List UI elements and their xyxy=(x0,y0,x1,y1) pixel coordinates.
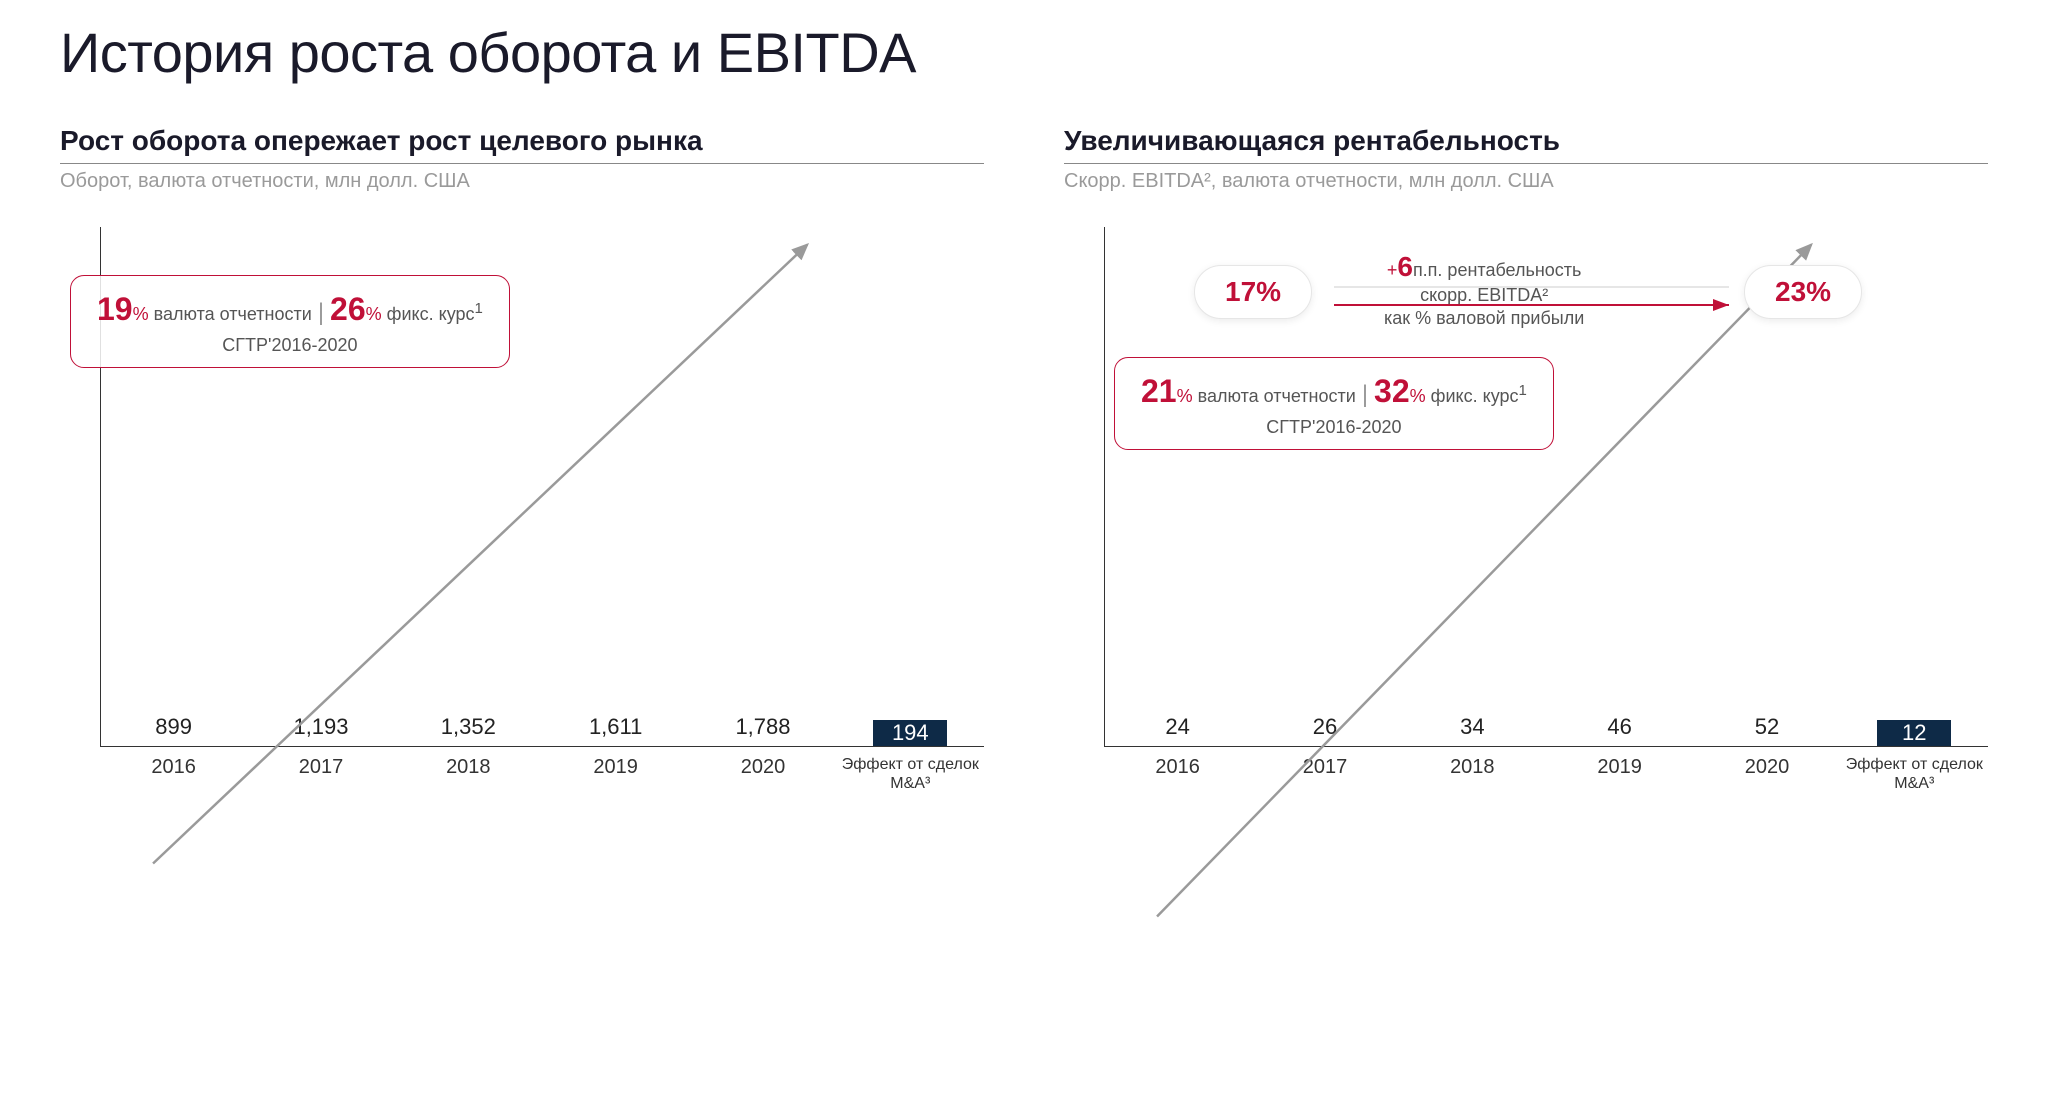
bar-value-label: 34 xyxy=(1460,714,1484,740)
x-labels-right: 20162017201820192020Эффект от сделокM&A³ xyxy=(1104,747,1988,807)
panel-left-subtitle: Оборот, валюта отчетности, млн долл. США xyxy=(60,170,984,193)
bar-slot: 1,352 xyxy=(395,714,542,746)
x-axis-label-ma: Эффект от сделокM&A³ xyxy=(1841,747,1988,807)
bar-slot: 52 xyxy=(1693,714,1840,746)
growth-pct2-unit: % xyxy=(366,304,382,324)
bar-value-label: 1,193 xyxy=(293,714,348,740)
x-axis-label-ma: Эффект от сделокM&A³ xyxy=(837,747,984,807)
x-axis-label: 2018 xyxy=(1399,747,1546,807)
x-axis-label: 2019 xyxy=(1546,747,1693,807)
panels: Рост оборота опережает рост целевого рын… xyxy=(60,125,1988,807)
bar-value-label: 52 xyxy=(1755,714,1779,740)
growth-pct1-label: валюта отчетности xyxy=(1198,386,1356,406)
bar-slot: 34 xyxy=(1399,714,1546,746)
x-axis-label: 2019 xyxy=(542,747,689,807)
bar-value-label: 1,611 xyxy=(589,714,642,740)
margin-annot-line1: +6п.п. рентабельность xyxy=(1384,249,1584,284)
growth-pct2-label: фикс. курс1 xyxy=(387,304,483,324)
bar-slot: 46 xyxy=(1546,714,1693,746)
bar-value-label: 1,352 xyxy=(441,714,496,740)
bar-value-label: 1,788 xyxy=(735,714,790,740)
bar-value-label: 899 xyxy=(155,714,192,740)
growth-sep: | xyxy=(1362,381,1368,408)
growth-pct1: 21 xyxy=(1141,373,1177,409)
bar-slot: 1,611 xyxy=(542,714,689,746)
x-axis-label: 2017 xyxy=(1251,747,1398,807)
bar-slot: 1,788 xyxy=(689,714,836,746)
growth-pct1: 19 xyxy=(97,291,133,327)
growth-pct2: 26 xyxy=(330,291,366,327)
bar-value-label: 24 xyxy=(1165,714,1189,740)
growth-period: СГТР'2016-2020 xyxy=(97,333,483,357)
margin-annot-line2: скорр. EBITDA² xyxy=(1384,284,1584,307)
chart-right-wrap: 17% 23% +6п.п. рентабельностьскорр. EBIT… xyxy=(1064,207,1988,807)
x-axis-label: 2017 xyxy=(247,747,394,807)
bar-value-label: 46 xyxy=(1607,714,1631,740)
growth-pct2-label: фикс. курс1 xyxy=(1431,386,1527,406)
bar-ma-value: 12 xyxy=(1902,720,1926,746)
growth-callout-right: 21% валюта отчетности |32% фикс. курс1 СГТ… xyxy=(1114,357,1554,450)
bar-ma: 12 xyxy=(1877,720,1951,746)
page-title: История роста оборота и EBITDA xyxy=(60,20,1988,85)
panel-right-subtitle: Скорр. EBITDA², валюта отчетности, млн д… xyxy=(1064,170,1988,193)
growth-pct2: 32 xyxy=(1374,373,1410,409)
growth-sep: | xyxy=(318,299,324,326)
x-axis-label: 2016 xyxy=(1104,747,1251,807)
growth-pct1-label: валюта отчетности xyxy=(154,304,312,324)
x-labels-left: 20162017201820192020Эффект от сделокM&A³ xyxy=(100,747,984,807)
x-axis-label: 2020 xyxy=(689,747,836,807)
bar-slot: 26 xyxy=(1251,714,1398,746)
x-axis-label: 2016 xyxy=(100,747,247,807)
margin-pill-start: 17% xyxy=(1194,265,1312,319)
x-axis-label: 2020 xyxy=(1693,747,1840,807)
bar-slot: 899 xyxy=(100,714,247,746)
bar-slot-ma: 12 xyxy=(1841,720,1988,746)
panel-ebitda: Увеличивающаяся рентабельность Скорр. EB… xyxy=(1064,125,1988,807)
growth-pct1-unit: % xyxy=(133,304,149,324)
chart-left-wrap: 19% валюта отчетности |26% фикс. курс1 СГТ… xyxy=(60,207,984,807)
bar-slot: 24 xyxy=(1104,714,1251,746)
margin-annotation: +6п.п. рентабельностьскорр. EBITDA²как %… xyxy=(1384,249,1584,329)
bar-ma: 194 xyxy=(873,720,947,746)
bar-slot-ma: 194 xyxy=(837,720,984,746)
panel-right-title: Увеличивающаяся рентабельность xyxy=(1064,125,1988,164)
bar-slot: 1,193 xyxy=(247,714,394,746)
x-axis-label: 2018 xyxy=(395,747,542,807)
margin-pill-end: 23% xyxy=(1744,265,1862,319)
growth-callout-left: 19% валюта отчетности |26% фикс. курс1 СГТ… xyxy=(70,275,510,368)
growth-pct1-unit: % xyxy=(1177,386,1193,406)
panel-turnover: Рост оборота опережает рост целевого рын… xyxy=(60,125,984,807)
panel-left-title: Рост оборота опережает рост целевого рын… xyxy=(60,125,984,164)
bar-value-label: 26 xyxy=(1313,714,1337,740)
growth-period: СГТР'2016-2020 xyxy=(1141,415,1527,439)
margin-annot-line3: как % валовой прибыли xyxy=(1384,307,1584,330)
growth-pct2-unit: % xyxy=(1410,386,1426,406)
bar-ma-value: 194 xyxy=(892,720,929,746)
